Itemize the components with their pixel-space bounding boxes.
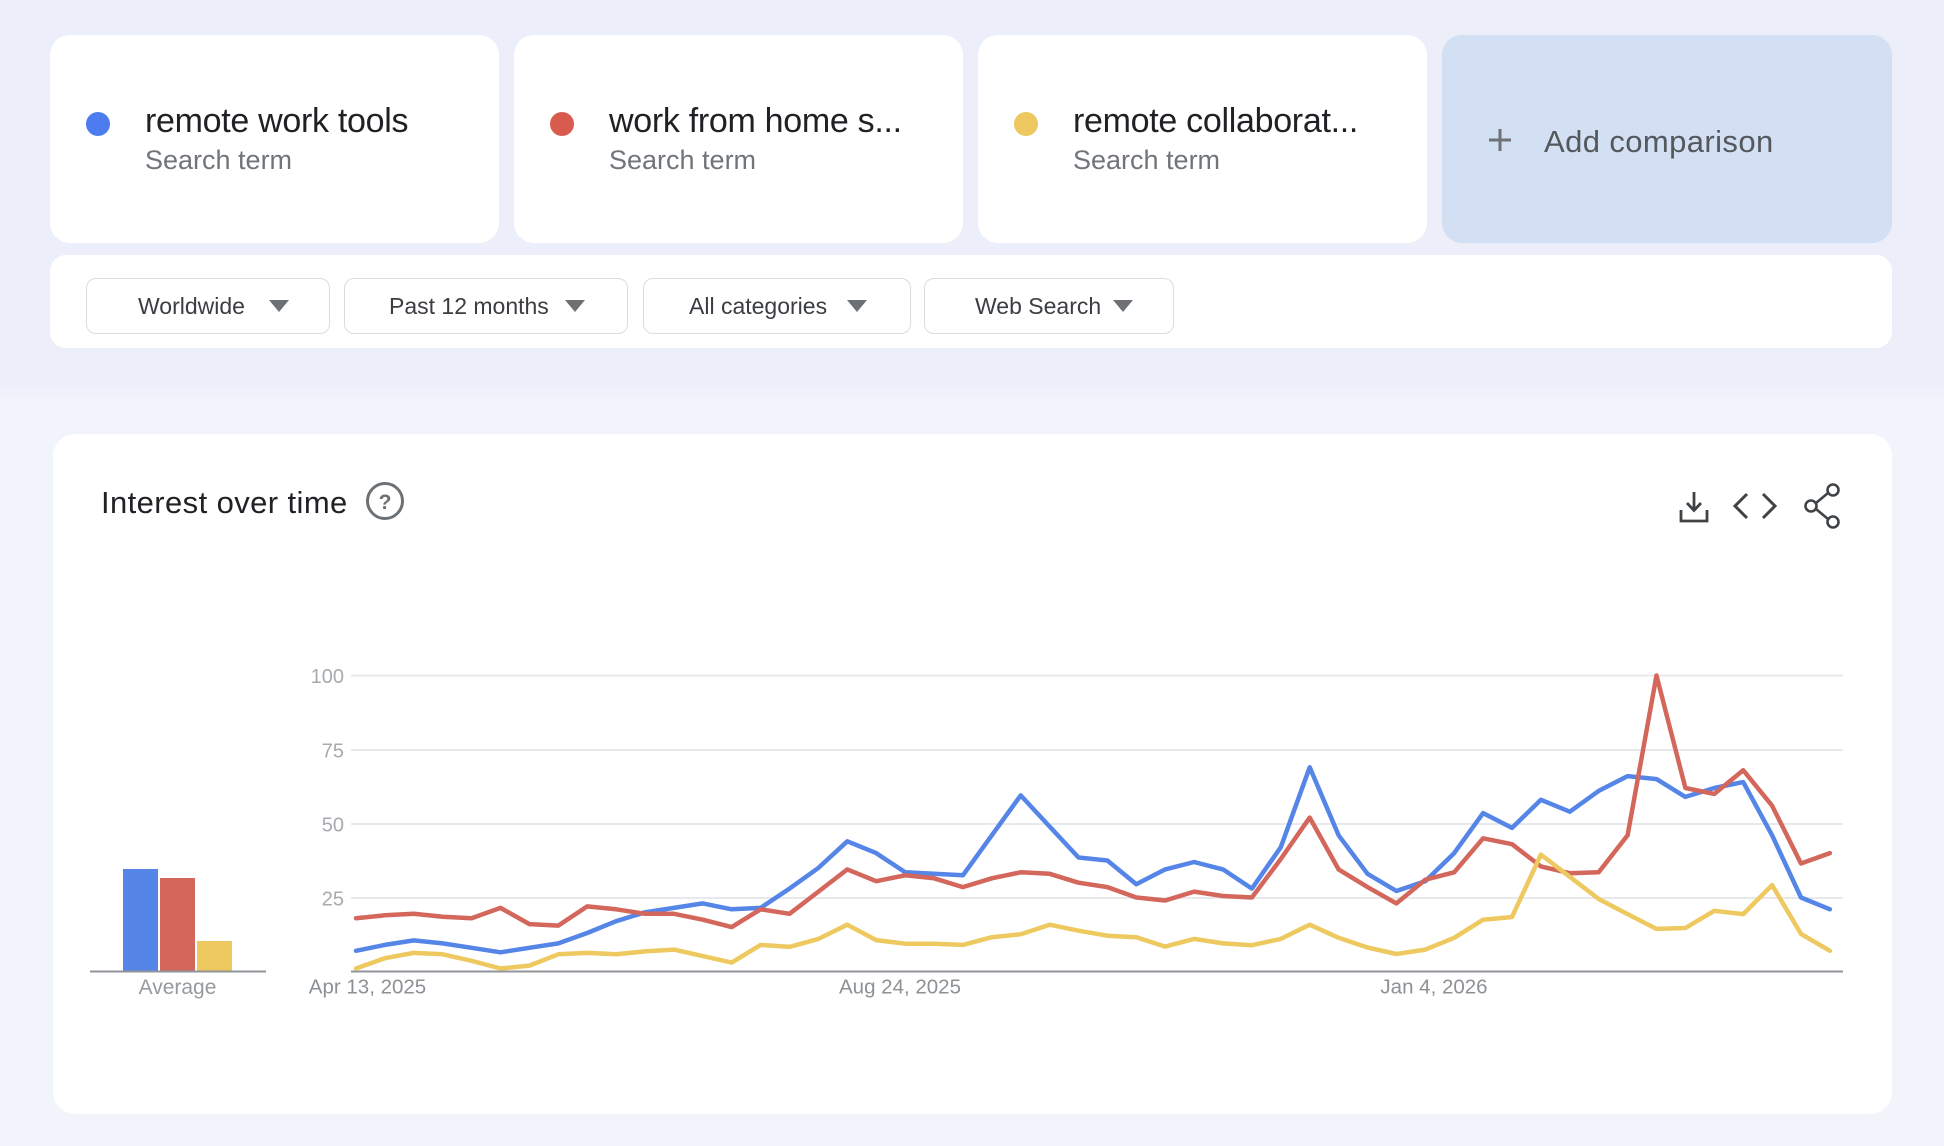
svg-text:25: 25 <box>322 888 344 910</box>
svg-text:100: 100 <box>311 666 344 688</box>
svg-text:Average: Average <box>139 976 217 999</box>
svg-text:75: 75 <box>322 740 344 762</box>
svg-text:?: ? <box>379 491 392 514</box>
svg-text:Jan 4, 2026: Jan 4, 2026 <box>1380 976 1487 999</box>
svg-text:50: 50 <box>322 814 344 836</box>
svg-text:Apr 13, 2025: Apr 13, 2025 <box>309 976 426 999</box>
svg-text:Aug 24, 2025: Aug 24, 2025 <box>839 976 961 999</box>
